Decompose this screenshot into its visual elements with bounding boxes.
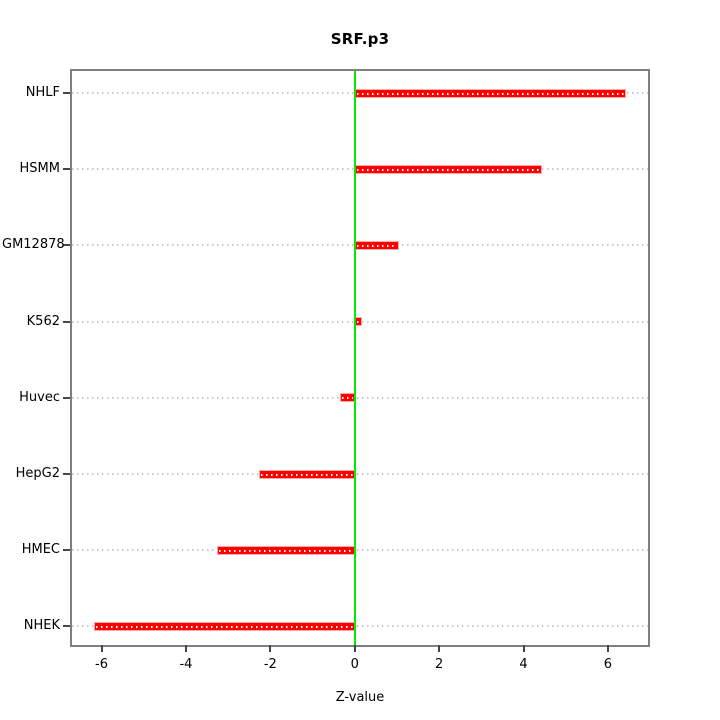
gridline-hmec — [72, 549, 648, 552]
y-tick-hmec — [63, 549, 70, 552]
bar-k562 — [354, 317, 362, 327]
y-tick-nhek — [63, 625, 70, 628]
x-tick-label--2: -2 — [263, 657, 277, 672]
x-tick--2 — [269, 645, 272, 652]
bar-dot-pattern — [356, 92, 624, 95]
bar-dot-pattern — [356, 321, 360, 324]
bar-hsmm — [354, 164, 543, 174]
plot-area: NHLF HSMM GM12878 K562 Huvec HepG2 HMEC NHEK -6 -… — [2, 71, 648, 672]
bar-dot-pattern — [95, 625, 353, 628]
x-tick-label--4: -4 — [179, 657, 193, 672]
x-tick-label--6: -6 — [95, 657, 109, 672]
bar-dot-pattern — [356, 244, 397, 247]
bar-hepg2 — [258, 469, 355, 479]
x-tick--4 — [184, 645, 187, 652]
x-axis-title: Z-value — [335, 690, 385, 705]
y-tick-huvec — [63, 396, 70, 399]
chart-title: SRF.p3 — [330, 30, 390, 48]
bar-dot-pattern — [341, 397, 353, 400]
y-tick-k562 — [63, 320, 70, 323]
gridline-nhek — [72, 625, 648, 628]
x-tick--6 — [100, 645, 103, 652]
y-label-hsmm: HSMM — [19, 161, 60, 177]
y-tick-gm12878 — [63, 244, 70, 247]
x-tick-label-6: 6 — [603, 657, 613, 672]
bar-gm12878 — [354, 240, 399, 250]
y-label-hmec: HMEC — [21, 542, 60, 558]
bar-hmec — [217, 545, 355, 555]
y-label-gm12878: GM12878 — [2, 237, 65, 253]
x-tick-4 — [522, 645, 525, 652]
x-tick-label-2: 2 — [434, 657, 444, 672]
x-tick-0 — [353, 645, 356, 652]
y-tick-hsmm — [63, 168, 70, 171]
y-tick-nhlf — [63, 92, 70, 94]
y-label-huvec: Huvec — [19, 389, 60, 405]
zero-reference-line — [353, 71, 356, 645]
bar-nhek — [93, 621, 355, 631]
x-tick-6 — [606, 645, 609, 652]
y-label-k562: K562 — [26, 313, 60, 329]
y-label-hepg2: HepG2 — [15, 466, 60, 481]
bar-nhlf — [354, 88, 626, 98]
y-tick-hepg2 — [63, 473, 70, 475]
gridline-huvec — [72, 396, 648, 399]
bar-dot-pattern — [260, 473, 353, 476]
x-tick-label-4: 4 — [519, 657, 528, 672]
bar-dot-pattern — [356, 168, 541, 171]
bar-huvec — [339, 393, 355, 403]
gridline-hepg2 — [72, 473, 648, 475]
x-tick-label-0: 0 — [350, 657, 359, 672]
y-label-nhlf: NHLF — [25, 85, 60, 100]
y-label-nhek: NHEK — [23, 618, 60, 634]
bar-dot-pattern — [219, 549, 353, 552]
x-tick-2 — [438, 645, 441, 652]
